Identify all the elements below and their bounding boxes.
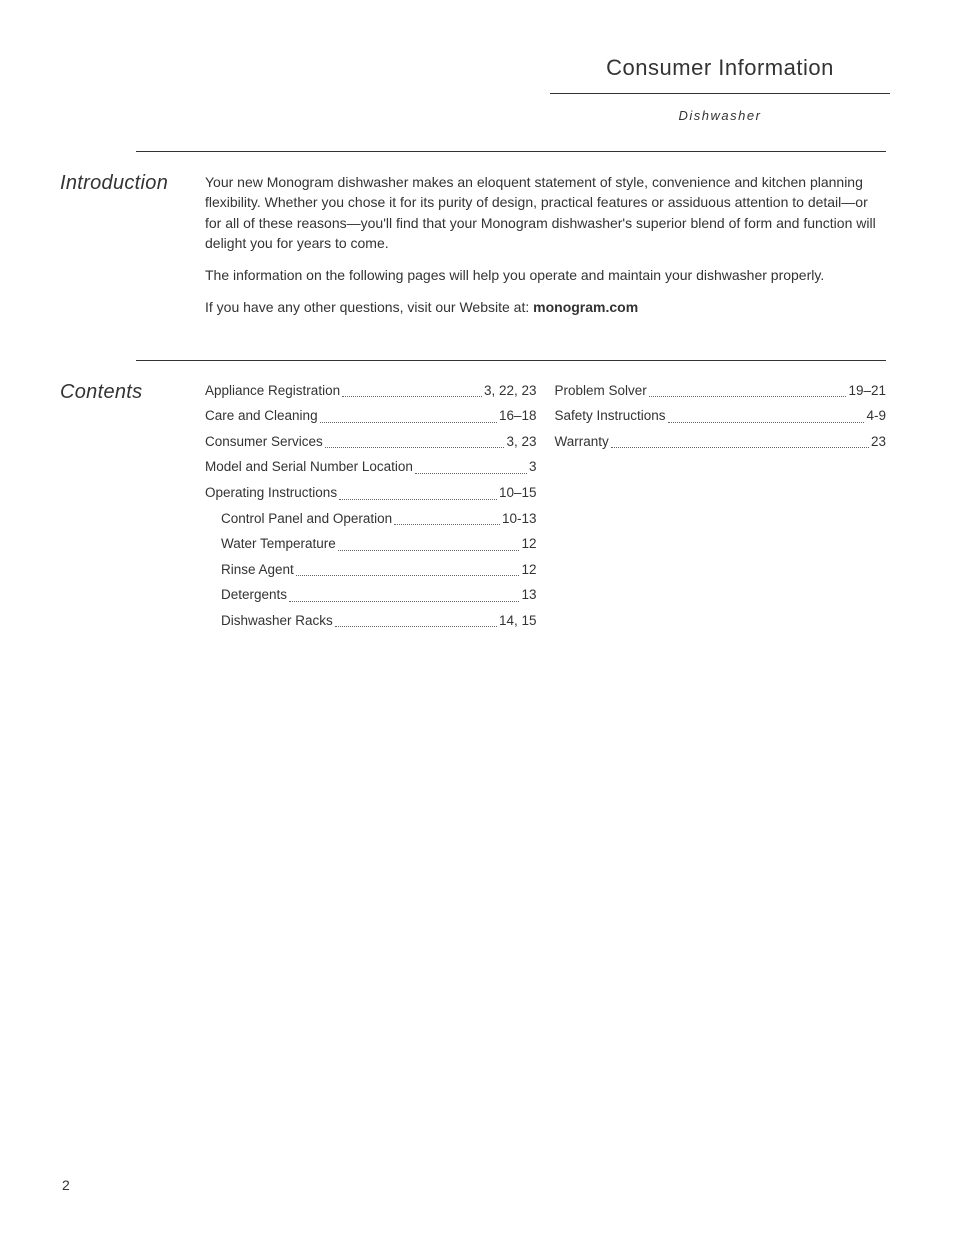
- toc-label: Care and Cleaning: [205, 406, 318, 426]
- toc-page: 10–15: [499, 483, 537, 503]
- toc-item: Rinse Agent 12: [205, 560, 537, 580]
- toc-label: Consumer Services: [205, 432, 323, 452]
- toc-page: 3, 23: [506, 432, 536, 452]
- toc-page: 13: [521, 585, 536, 605]
- toc-page: 16–18: [499, 406, 537, 426]
- toc-label: Rinse Agent: [221, 560, 294, 580]
- toc-item: Appliance Registration 3, 22, 23: [205, 381, 537, 401]
- intro-para-1: Your new Monogram dishwasher makes an el…: [205, 172, 886, 253]
- toc-label: Detergents: [221, 585, 287, 605]
- toc-page: 3: [529, 457, 537, 477]
- toc-item: Dishwasher Racks 14, 15: [205, 611, 537, 631]
- toc-dots: [611, 447, 869, 448]
- intro-para-3: If you have any other questions, visit o…: [205, 297, 886, 317]
- contents-divider: [136, 360, 886, 361]
- toc-item: Consumer Services 3, 23: [205, 432, 537, 452]
- toc-dots: [335, 626, 497, 627]
- toc-label: Problem Solver: [555, 381, 647, 401]
- contents-col-1: Appliance Registration 3, 22, 23 Care and …: [205, 381, 537, 637]
- toc-dots: [320, 422, 497, 423]
- header-title: Consumer Information: [550, 55, 890, 94]
- toc-page: 12: [521, 534, 536, 554]
- toc-label: Model and Serial Number Location: [205, 457, 413, 477]
- introduction-body: Your new Monogram dishwasher makes an el…: [205, 172, 886, 330]
- toc-label: Appliance Registration: [205, 381, 340, 401]
- toc-page: 4-9: [866, 406, 886, 426]
- toc-dots: [338, 550, 520, 551]
- toc-item: Safety Instructions 4-9: [555, 406, 887, 426]
- contents-col-2: Problem Solver 19–21 Safety Instructions 4-…: [555, 381, 887, 637]
- introduction-label: Introduction: [60, 172, 205, 330]
- toc-label: Safety Instructions: [555, 406, 666, 426]
- toc-label: Water Temperature: [221, 534, 336, 554]
- toc-page: 10-13: [502, 509, 537, 529]
- page-number: 2: [62, 1177, 70, 1193]
- page-header: Consumer Information Dishwasher: [550, 55, 890, 123]
- toc-page: 14, 15: [499, 611, 537, 631]
- contents-body: Appliance Registration 3, 22, 23 Care and …: [205, 381, 886, 637]
- toc-label: Warranty: [555, 432, 609, 452]
- toc-item: Problem Solver 19–21: [555, 381, 887, 401]
- toc-item: Operating Instructions 10–15: [205, 483, 537, 503]
- contents-section: Contents Appliance Registration 3, 22, 23…: [60, 381, 886, 637]
- toc-dots: [394, 524, 500, 525]
- toc-item: Warranty 23: [555, 432, 887, 452]
- toc-item: Detergents 13: [205, 585, 537, 605]
- toc-dots: [415, 473, 527, 474]
- intro-divider: [136, 151, 886, 152]
- toc-dots: [649, 396, 847, 397]
- header-subtitle: Dishwasher: [550, 108, 890, 123]
- introduction-section: Introduction Your new Monogram dishwashe…: [60, 172, 886, 330]
- toc-label: Operating Instructions: [205, 483, 337, 503]
- website-link: monogram.com: [533, 299, 638, 315]
- toc-page: 19–21: [848, 381, 886, 401]
- toc-page: 3, 22, 23: [484, 381, 537, 401]
- toc-label: Control Panel and Operation: [221, 509, 392, 529]
- website-prefix: If you have any other questions, visit o…: [205, 299, 533, 315]
- toc-item: Control Panel and Operation 10-13: [205, 509, 537, 529]
- toc-dots: [339, 499, 497, 500]
- toc-item: Water Temperature 12: [205, 534, 537, 554]
- contents-columns: Appliance Registration 3, 22, 23 Care and …: [205, 381, 886, 637]
- toc-item: Care and Cleaning 16–18: [205, 406, 537, 426]
- toc-page: 12: [521, 560, 536, 580]
- toc-label: Dishwasher Racks: [221, 611, 333, 631]
- toc-dots: [325, 447, 505, 448]
- contents-label: Contents: [60, 381, 205, 637]
- toc-dots: [289, 601, 519, 602]
- toc-item: Model and Serial Number Location 3: [205, 457, 537, 477]
- toc-dots: [296, 575, 520, 576]
- intro-para-2: The information on the following pages w…: [205, 265, 886, 285]
- toc-dots: [668, 422, 865, 423]
- toc-page: 23: [871, 432, 886, 452]
- toc-dots: [342, 396, 482, 397]
